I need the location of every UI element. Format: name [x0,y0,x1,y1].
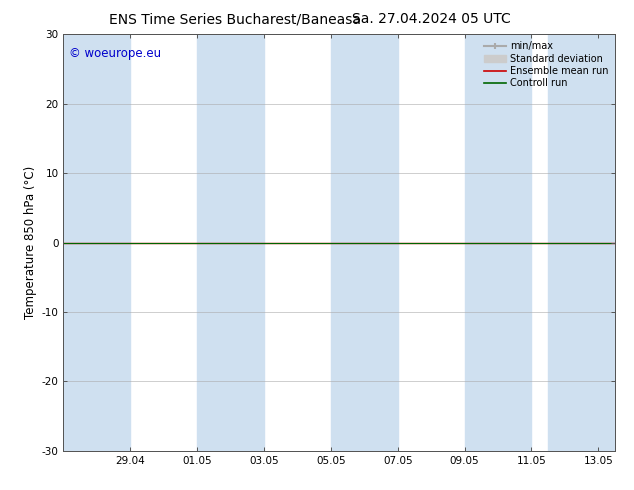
Text: Sa. 27.04.2024 05 UTC: Sa. 27.04.2024 05 UTC [352,12,510,26]
Bar [465,34,531,451]
Bar [331,34,398,451]
Bar [197,34,264,451]
Bar [548,34,615,451]
Bar [63,34,130,451]
Legend: min/max, Standard deviation, Ensemble mean run, Controll run: min/max, Standard deviation, Ensemble me… [482,39,610,90]
Text: ENS Time Series Bucharest/Baneasa: ENS Time Series Bucharest/Baneasa [108,12,361,26]
Text: © woeurope.eu: © woeurope.eu [69,47,161,60]
Y-axis label: Temperature 850 hPa (°C): Temperature 850 hPa (°C) [25,166,37,319]
